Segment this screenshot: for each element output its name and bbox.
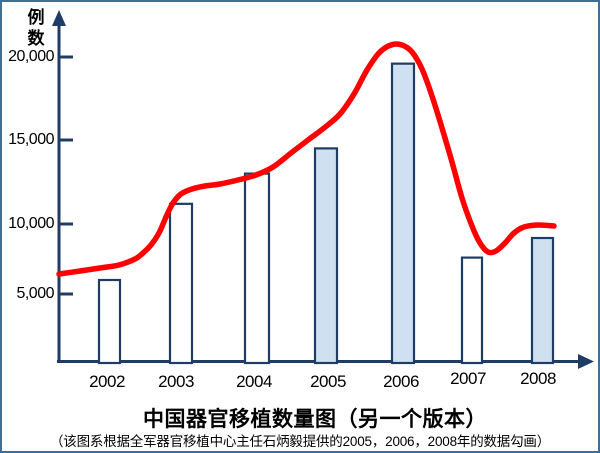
- x-axis-arrow-icon: [578, 354, 594, 369]
- x-label-2002: 2002: [89, 372, 125, 391]
- bar-2008: [530, 236, 555, 365]
- y-tick-label-20000: 20,000: [8, 48, 54, 65]
- y-tick-label-10000: 10,000: [8, 215, 54, 232]
- y-tick-label-5000: 5,000: [16, 285, 54, 302]
- y-tick-label-15000: 15,000: [8, 131, 54, 148]
- chart-title: 中国器官移植数量图（另一个版本）: [143, 408, 487, 431]
- x-label-2005: 2005: [310, 372, 346, 391]
- trend-curve: [56, 41, 557, 277]
- chart-footnote: （该图系根据全军器官移植中心主任石炳毅提供的2005，2006，2008年的数据…: [50, 434, 550, 449]
- y-axis-title: 例数: [27, 8, 45, 48]
- bar-2002: [97, 278, 122, 365]
- bar-2004: [243, 172, 271, 365]
- bar-2003: [168, 202, 194, 365]
- x-label-2007: 2007: [450, 369, 486, 388]
- x-label-2008: 2008: [520, 369, 556, 388]
- x-label-2003: 2003: [158, 372, 194, 391]
- x-label-2004: 2004: [236, 372, 272, 391]
- bar-2005: [313, 147, 339, 365]
- y-axis-arrow-icon: [52, 10, 66, 26]
- bar-2006: [390, 62, 416, 365]
- bar-2007: [460, 256, 484, 365]
- x-label-2006: 2006: [383, 372, 419, 391]
